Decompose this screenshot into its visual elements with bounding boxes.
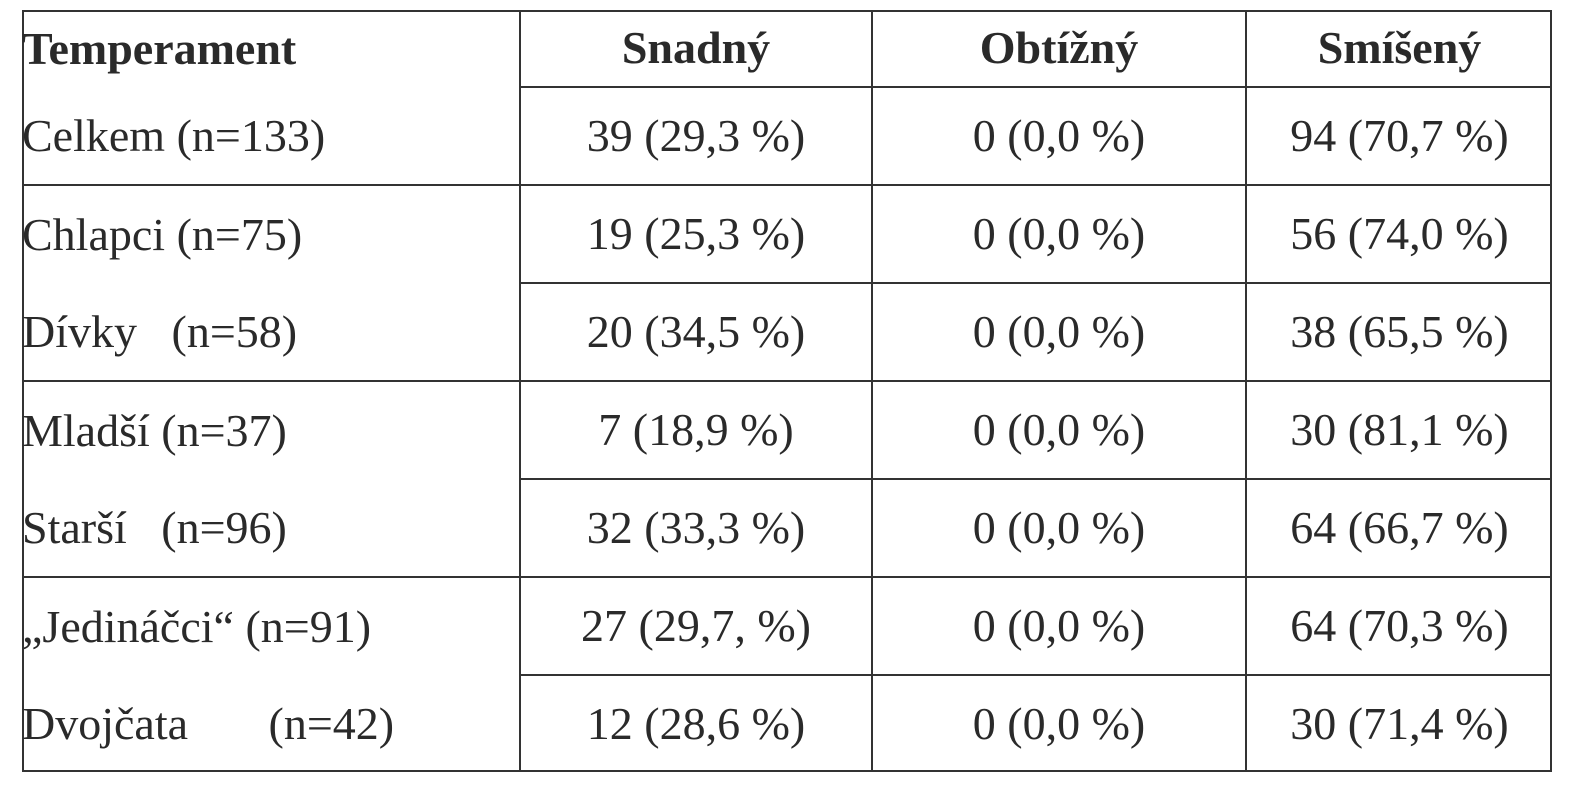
cell-obtizny: 0 (0,0 %) xyxy=(871,675,1246,772)
cell-snadny: 20 (34,5 %) xyxy=(519,283,872,382)
cell-snadny: 12 (28,6 %) xyxy=(519,675,872,772)
table-header-row: Temperament Snadný Obtížný Smíšený xyxy=(22,10,1552,88)
cell-obtizny: 0 (0,0 %) xyxy=(871,479,1246,578)
cell-smiseny: 30 (71,4 %) xyxy=(1245,675,1552,772)
table-row: Chlapci (n=75) 19 (25,3 %) 0 (0,0 %) 56 … xyxy=(22,185,1552,284)
table-row: Dvojčata (n=42) 12 (28,6 %) 0 (0,0 %) 30… xyxy=(22,675,1552,772)
table-row: Dívky (n=58) 20 (34,5 %) 0 (0,0 %) 38 (6… xyxy=(22,283,1552,382)
header-smiseny: Smíšený xyxy=(1245,10,1552,88)
cell-smiseny: 38 (65,5 %) xyxy=(1245,283,1552,382)
cell-obtizny: 0 (0,0 %) xyxy=(871,87,1246,186)
row-label: Starší (n=96) xyxy=(22,479,520,578)
table-row: Mladší (n=37) 7 (18,9 %) 0 (0,0 %) 30 (8… xyxy=(22,381,1552,480)
cell-snadny: 39 (29,3 %) xyxy=(519,87,872,186)
cell-snadny: 32 (33,3 %) xyxy=(519,479,872,578)
row-label: Mladší (n=37) xyxy=(22,404,287,456)
cell-obtizny: 0 (0,0 %) xyxy=(871,577,1246,676)
row-label: „Jedináčci“ (n=91) xyxy=(22,600,372,652)
row-label: Celkem (n=133) xyxy=(22,87,520,186)
row-label: Dvojčata (n=42) xyxy=(22,697,395,749)
table-row: Celkem (n=133) 39 (29,3 %) 0 (0,0 %) 94 … xyxy=(22,87,1552,186)
header-obtizny: Obtížný xyxy=(871,10,1246,88)
cell-snadny: 19 (25,3 %) xyxy=(519,185,872,284)
cell-smiseny: 56 (74,0 %) xyxy=(1245,185,1552,284)
table-row: Starší (n=96) 32 (33,3 %) 0 (0,0 %) 64 (… xyxy=(22,479,1552,578)
temperament-table: Temperament Snadný Obtížný Smíšený Celke… xyxy=(22,10,1552,772)
cell-snadny: 7 (18,9 %) xyxy=(519,381,872,480)
cell-snadny: 27 (29,7, %) xyxy=(519,577,872,676)
row-label: Dívky (n=58) xyxy=(22,283,520,382)
cell-smiseny: 64 (66,7 %) xyxy=(1245,479,1552,578)
header-snadny: Snadný xyxy=(519,10,872,88)
cell-obtizny: 0 (0,0 %) xyxy=(871,185,1246,284)
row-label: Chlapci (n=75) xyxy=(22,208,303,260)
cell-obtizny: 0 (0,0 %) xyxy=(871,283,1246,382)
table-row: „Jedináčci“ (n=91) 27 (29,7, %) 0 (0,0 %… xyxy=(22,577,1552,676)
header-temperament: Temperament xyxy=(22,22,297,74)
cell-smiseny: 64 (70,3 %) xyxy=(1245,577,1552,676)
cell-obtizny: 0 (0,0 %) xyxy=(871,381,1246,480)
cell-smiseny: 30 (81,1 %) xyxy=(1245,381,1552,480)
cell-smiseny: 94 (70,7 %) xyxy=(1245,87,1552,186)
